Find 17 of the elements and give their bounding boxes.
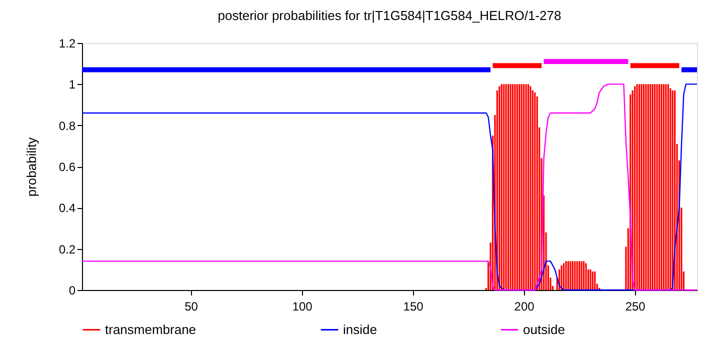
x-tick-label: 150 (403, 300, 424, 314)
y-tick-label: 1.2 (58, 36, 76, 50)
legend-label: outside (523, 322, 565, 337)
x-tick-label: 100 (292, 300, 313, 314)
y-tick-label: 0.4 (58, 201, 76, 216)
x-tick-label: 50 (184, 300, 198, 314)
legend-label: transmembrane (105, 322, 196, 337)
y-tick-label: 0.6 (58, 160, 76, 174)
y-tick-label: 0.2 (58, 242, 76, 256)
legend-label: inside (343, 322, 377, 337)
chart-title: posterior probabilities for tr|T1G584|T1G584_HELRO/1-278 (218, 8, 562, 23)
y-tick-label: 0.8 (58, 118, 76, 133)
x-tick-label: 200 (514, 300, 535, 314)
x-tick-label: 250 (625, 300, 646, 314)
y-tick-label: 1 (68, 78, 76, 92)
y-axis-title: probability (24, 136, 39, 197)
y-tick-label: 0 (68, 284, 76, 298)
